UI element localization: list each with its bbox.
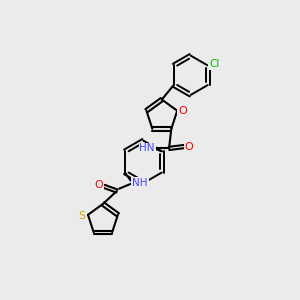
Text: Cl: Cl — [209, 59, 219, 69]
Text: S: S — [78, 211, 85, 221]
Text: O: O — [94, 180, 103, 190]
Text: NH: NH — [132, 178, 148, 188]
Text: O: O — [178, 106, 187, 116]
Text: O: O — [185, 142, 194, 152]
Text: HN: HN — [139, 143, 155, 153]
